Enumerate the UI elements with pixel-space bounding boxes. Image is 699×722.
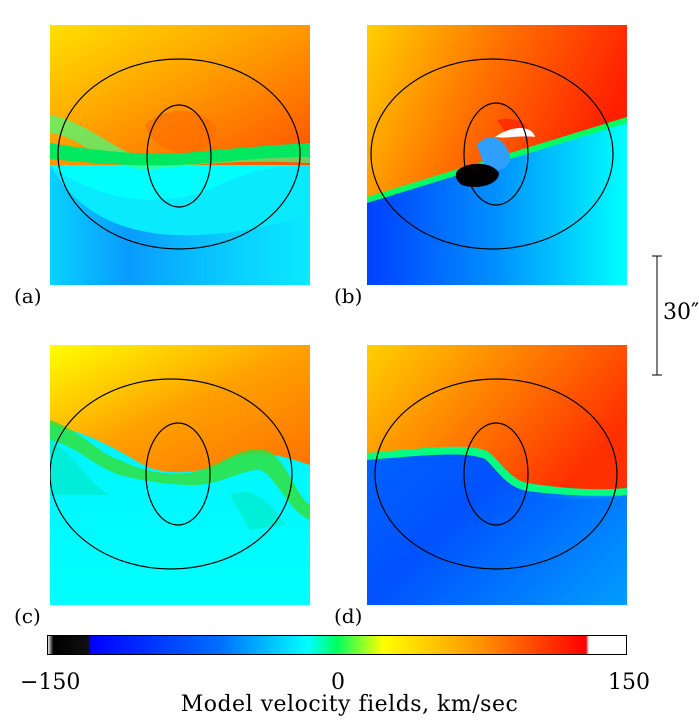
colorbar — [47, 635, 627, 655]
panel-a — [50, 25, 310, 285]
panel-label-b: (b) — [334, 284, 363, 308]
velocity-map-d — [367, 345, 627, 605]
panel-label-d: (d) — [334, 604, 363, 628]
figure-caption: Model velocity fields, km/sec — [180, 692, 519, 717]
panel-d — [367, 345, 627, 605]
panel-label-c: (c) — [14, 604, 41, 628]
colorbar-min-label: −150 — [20, 670, 81, 695]
colorbar-max-label: 150 — [608, 670, 650, 695]
velocity-map-c — [50, 345, 310, 605]
scale-bar-label: 30″ — [663, 300, 699, 325]
velocity-map-b — [367, 25, 627, 285]
colorbar-mid-label: 0 — [331, 670, 345, 695]
velocity-map-a — [50, 25, 310, 285]
scale-bar — [652, 255, 662, 376]
panel-label-a: (a) — [14, 284, 42, 308]
panel-b — [367, 25, 627, 285]
panel-c — [50, 345, 310, 605]
